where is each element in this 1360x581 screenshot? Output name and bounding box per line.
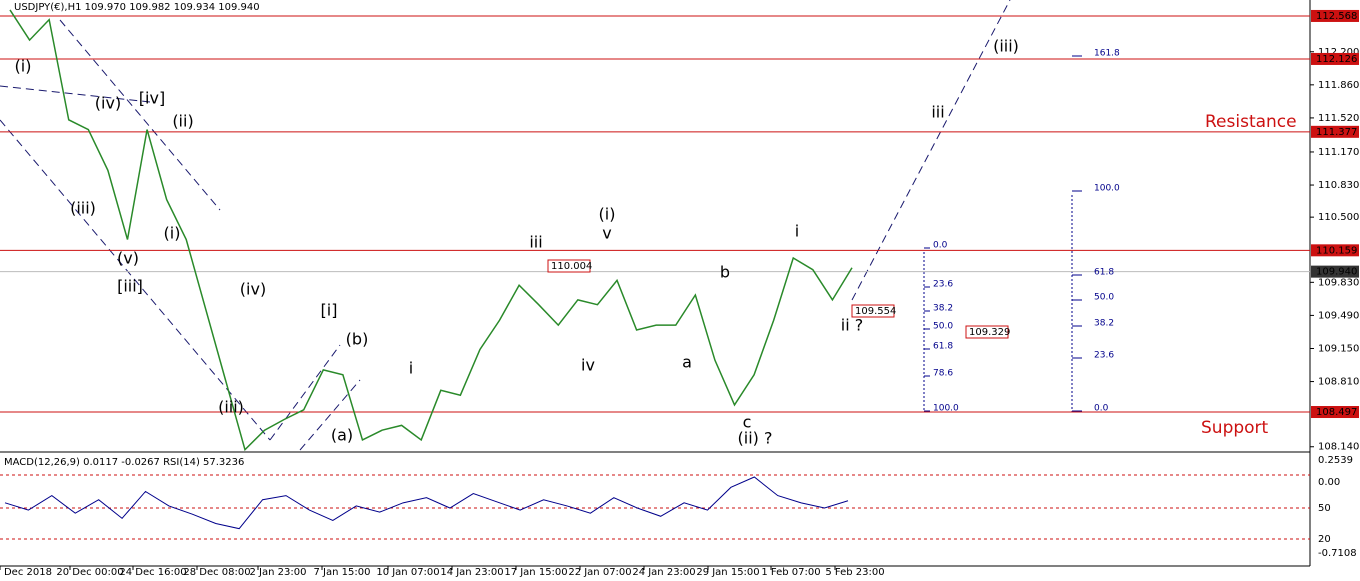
x-tick-label: 24 Jan 23:00 bbox=[632, 567, 695, 578]
wave-label: i bbox=[409, 359, 413, 378]
wave-label: b bbox=[720, 263, 730, 282]
current-label: 109.940 bbox=[1316, 267, 1357, 278]
fib-label: 50.0 bbox=[933, 322, 953, 332]
x-tick-label: 28 Dec 08:00 bbox=[183, 567, 250, 578]
level-tag bbox=[1311, 406, 1359, 419]
y-tick-label: 111.170 bbox=[1318, 147, 1359, 158]
wave-label: ii ? bbox=[841, 316, 863, 335]
y-tick-label: 111.860 bbox=[1318, 80, 1359, 91]
level-tag bbox=[1311, 9, 1359, 22]
x-tick-label: 24 Dec 16:00 bbox=[119, 567, 186, 578]
fib-label: 100.0 bbox=[933, 404, 959, 414]
price-box bbox=[547, 259, 591, 273]
wave-label: c bbox=[743, 413, 752, 432]
wave-label: (iii) bbox=[993, 37, 1019, 56]
fib-lines bbox=[923, 195, 1073, 412]
price-box bbox=[851, 304, 895, 318]
wave-label: (iv) bbox=[95, 94, 121, 113]
wave-label: (i) bbox=[15, 57, 32, 76]
indicator-axis-label: 0.2539 bbox=[1318, 455, 1353, 466]
price-box bbox=[965, 325, 1009, 339]
level-label: 111.377 bbox=[1316, 127, 1357, 138]
fib-label: 78.6 bbox=[933, 369, 953, 379]
wave-label: (iv) bbox=[240, 280, 266, 299]
y-tick-label: 112.200 bbox=[1318, 47, 1359, 58]
fib-label: 50.0 bbox=[1094, 293, 1114, 303]
wave-label: (i) bbox=[599, 205, 616, 224]
x-tick-label: 17 Dec 2018 bbox=[0, 567, 52, 578]
level-tag bbox=[1311, 125, 1359, 138]
wave-label: (ii) ? bbox=[738, 429, 773, 448]
x-tick-label: 14 Jan 23:00 bbox=[440, 567, 503, 578]
price-box-label: 109.329 bbox=[969, 327, 1010, 338]
wave-label: [iii] bbox=[117, 277, 143, 296]
wave-label: (a) bbox=[331, 426, 353, 445]
y-tick-label: 110.830 bbox=[1318, 180, 1359, 191]
x-tick-label: 10 Jan 07:00 bbox=[376, 567, 439, 578]
y-tick-label: 109.830 bbox=[1318, 277, 1359, 288]
wave-label: [i] bbox=[321, 301, 338, 320]
wave-label: [iv] bbox=[139, 89, 165, 108]
wave-label: v bbox=[602, 224, 611, 243]
indicator-axis-label: 50 bbox=[1318, 503, 1331, 514]
indicator-axis-label: 20 bbox=[1318, 534, 1331, 545]
y-tick-label: 110.500 bbox=[1318, 212, 1359, 223]
y-tick-label: 109.490 bbox=[1318, 310, 1359, 321]
x-tick-label: 5 Feb 23:00 bbox=[825, 567, 884, 578]
wave-label: i bbox=[795, 222, 799, 241]
fib-label: 61.8 bbox=[1094, 268, 1114, 278]
wave-label: (b) bbox=[346, 330, 369, 349]
header: USDJPY(€),H1 109.970 109.982 109.934 109… bbox=[14, 2, 260, 13]
y-tick-label: 111.520 bbox=[1318, 113, 1359, 124]
level-tag bbox=[1311, 52, 1359, 65]
zone-label: Resistance bbox=[1205, 112, 1297, 132]
level-tag bbox=[1311, 244, 1359, 257]
wave-label: (v) bbox=[117, 249, 139, 268]
x-tick-label: 17 Jan 15:00 bbox=[504, 567, 567, 578]
fib-label: 38.2 bbox=[933, 304, 953, 314]
y-tick-label: 108.140 bbox=[1318, 442, 1359, 453]
fib-label: 23.6 bbox=[933, 280, 953, 290]
x-tick-label: 1 Feb 07:00 bbox=[761, 567, 820, 578]
fib-label: 161.8 bbox=[1094, 49, 1120, 59]
price-line bbox=[9, 9, 853, 451]
level-label: 108.497 bbox=[1316, 407, 1357, 418]
level-label: 112.568 bbox=[1316, 11, 1357, 22]
wave-label: iii bbox=[931, 103, 944, 122]
wave-label: (i) bbox=[164, 224, 181, 243]
fib-label: 0.0 bbox=[933, 241, 948, 251]
rsi-line bbox=[4, 476, 849, 530]
y-tick-label: 108.810 bbox=[1318, 377, 1359, 388]
price-box-label: 110.004 bbox=[551, 261, 592, 272]
wave-label: iv bbox=[581, 356, 595, 375]
x-tick-label: 29 Jan 15:00 bbox=[696, 567, 759, 578]
fib-label: 100.0 bbox=[1094, 184, 1120, 194]
wave-label: (iii) bbox=[70, 199, 96, 218]
indicator-axis-label: 0.00 bbox=[1318, 477, 1340, 488]
wave-label: a bbox=[682, 353, 692, 372]
price-box-label: 109.554 bbox=[855, 306, 896, 317]
indicator-axis-label: -0.7108 bbox=[1318, 548, 1357, 559]
x-tick-label: 7 Jan 15:00 bbox=[314, 567, 371, 578]
wave-label: (iii) bbox=[218, 398, 244, 417]
fib-label: 23.6 bbox=[1094, 351, 1114, 361]
fib-label: 0.0 bbox=[1094, 404, 1109, 414]
x-tick-label: 2 Jan 23:00 bbox=[250, 567, 307, 578]
zone-label: Support bbox=[1201, 418, 1269, 438]
indicator-title: MACD(12,26,9) 0.0117 -0.0267 RSI(14) 57.… bbox=[4, 457, 244, 468]
level-label: 110.159 bbox=[1316, 245, 1357, 256]
x-tick-label: 20 Dec 00:00 bbox=[56, 567, 123, 578]
wave-label: iii bbox=[529, 233, 542, 252]
current-tag bbox=[1311, 265, 1359, 278]
y-tick-label: 109.150 bbox=[1318, 343, 1359, 354]
fib-label: 38.2 bbox=[1094, 319, 1114, 329]
level-label: 112.126 bbox=[1316, 54, 1357, 65]
fib-label: 61.8 bbox=[933, 342, 953, 352]
x-tick-label: 22 Jan 07:00 bbox=[568, 567, 631, 578]
wave-label: (ii) bbox=[172, 112, 193, 131]
